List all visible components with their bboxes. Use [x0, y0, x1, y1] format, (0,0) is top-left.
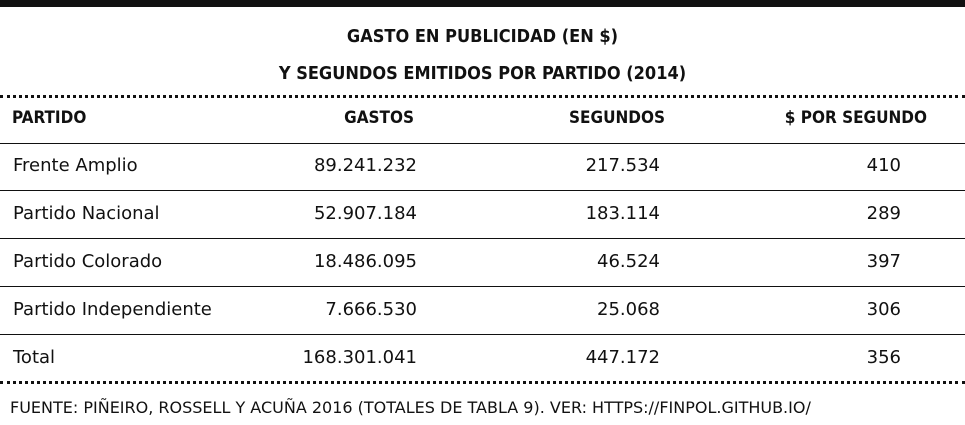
table-cell-partido: Partido Nacional	[13, 203, 160, 224]
title-line-2: Y SEGUNDOS EMITIDOS POR PARTIDO (2014)	[278, 63, 687, 84]
table-cell-por-segundo: 356	[866, 347, 901, 368]
source-note: FUENTE: PIÑEIRO, ROSSELL Y ACUÑA 2016 (T…	[10, 398, 811, 417]
table-cell-por-segundo: 306	[866, 299, 901, 320]
page-title: GASTO EN PUBLICIDAD (EN $) Y SEGUNDOS EM…	[0, 18, 965, 92]
header-divider	[0, 143, 965, 144]
table-cell-por-segundo: 410	[866, 155, 901, 176]
table-cell-segundos: 46.524	[597, 251, 660, 272]
header-por-segundo: $ POR SEGUNDO	[784, 108, 927, 128]
table-cell-gastos: 52.907.184	[313, 203, 417, 224]
table-cell-segundos: 447.172	[585, 347, 660, 368]
row-divider	[0, 286, 965, 287]
table-cell-segundos: 183.114	[585, 203, 660, 224]
table-cell-gastos: 168.301.041	[302, 347, 417, 368]
table-cell-partido: Frente Amplio	[13, 155, 138, 176]
table-cell-gastos: 18.486.095	[313, 251, 417, 272]
row-divider	[0, 334, 965, 335]
row-divider	[0, 190, 965, 191]
table-cell-partido: Partido Independiente	[13, 299, 212, 320]
footer-divider	[0, 381, 965, 384]
header-gastos: GASTOS	[344, 108, 414, 128]
table-cell-partido: Total	[13, 347, 56, 368]
title-divider	[0, 95, 965, 98]
table-cell-segundos: 217.534	[585, 155, 660, 176]
top-rule	[0, 0, 965, 7]
table-cell-gastos: 7.666.530	[325, 299, 417, 320]
table-cell-por-segundo: 397	[866, 251, 901, 272]
table-cell-segundos: 25.068	[597, 299, 660, 320]
title-line-1: GASTO EN PUBLICIDAD (EN $)	[346, 26, 619, 47]
table-cell-partido: Partido Colorado	[13, 251, 163, 272]
table-cell-por-segundo: 289	[866, 203, 901, 224]
table-cell-gastos: 89.241.232	[313, 155, 417, 176]
header-partido: PARTIDO	[12, 108, 87, 128]
header-segundos: SEGUNDOS	[569, 108, 665, 128]
row-divider	[0, 238, 965, 239]
